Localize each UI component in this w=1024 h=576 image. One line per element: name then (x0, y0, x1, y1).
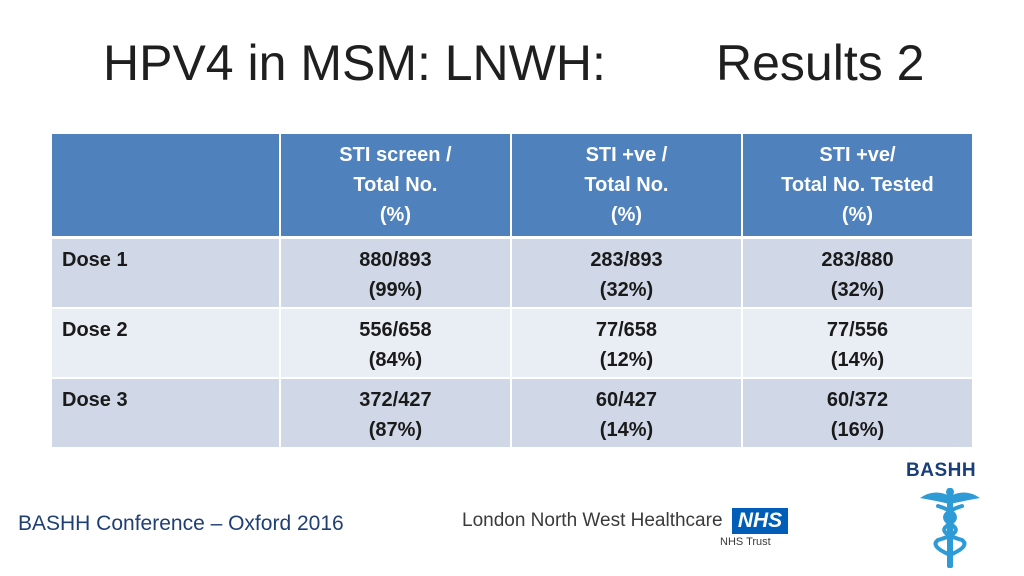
footer-conference-text: BASHH Conference – Oxford 2016 (18, 512, 344, 535)
header-line: STI screen / (339, 144, 452, 166)
header-cell-sti-positive: STI +ve / Total No. (%) (511, 134, 743, 239)
cell-percent: (16%) (830, 419, 885, 441)
header-cell-sti-positive-tested: STI +ve/ Total No. Tested (%) (742, 134, 972, 239)
cell-value: 283/880 (821, 249, 894, 271)
cell-value: 77/556 (826, 319, 889, 341)
lnwh-logo: London North West Healthcare NHS NHS Tru… (462, 506, 792, 552)
table-row: Dose 3 372/427 (87%) 60/427 (14%) 60/372… (52, 379, 972, 449)
results-table: STI screen / Total No. (%) STI +ve / Tot… (52, 134, 972, 449)
table-cell: 372/427 (87%) (280, 379, 512, 449)
slide-title: HPV4 in MSM: LNWH: (103, 35, 606, 91)
header-line: Total No. (353, 174, 438, 196)
nhs-logo: NHS (732, 508, 788, 534)
cell-percent: (84%) (368, 349, 423, 371)
bashh-wordmark: BASHH (906, 460, 977, 481)
table-cell: 60/427 (14%) (511, 379, 743, 449)
cell-percent: (32%) (599, 279, 654, 301)
row-label-dose-2: Dose 2 (52, 309, 281, 379)
table-cell: 880/893 (99%) (280, 239, 512, 309)
table-row: Dose 1 880/893 (99%) 283/893 (32%) 283/8… (52, 239, 972, 309)
cell-percent: (99%) (368, 279, 423, 301)
table-cell: 556/658 (84%) (280, 309, 512, 379)
row-label-dose-1: Dose 1 (52, 239, 281, 309)
cell-value: 60/372 (826, 389, 889, 411)
lnwh-name: London North West Healthcare (462, 510, 723, 531)
table-header-row: STI screen / Total No. (%) STI +ve / Tot… (52, 134, 972, 239)
header-line: STI +ve / (585, 144, 668, 166)
cell-percent: (14%) (599, 419, 654, 441)
header-cell-sti-screen: STI screen / Total No. (%) (280, 134, 512, 239)
cell-value: 556/658 (359, 319, 432, 341)
row-label-dose-3: Dose 3 (52, 379, 281, 449)
cell-percent: (12%) (599, 349, 654, 371)
cell-value: 283/893 (590, 249, 663, 271)
bashh-logo: BASHH (902, 460, 998, 570)
table-cell: 283/880 (32%) (742, 239, 972, 309)
header-line: (%) (610, 204, 643, 226)
table-row: Dose 2 556/658 (84%) 77/658 (12%) 77/556… (52, 309, 972, 379)
table-cell: 77/556 (14%) (742, 309, 972, 379)
cell-value: 372/427 (359, 389, 432, 411)
cell-value: 60/427 (595, 389, 658, 411)
table-cell: 77/658 (12%) (511, 309, 743, 379)
cell-value: 880/893 (359, 249, 432, 271)
table-cell: 60/372 (16%) (742, 379, 972, 449)
caduceus-icon (920, 488, 980, 568)
nhs-trust-label: NHS Trust (720, 536, 771, 548)
cell-percent: (32%) (830, 279, 885, 301)
table-cell: 283/893 (32%) (511, 239, 743, 309)
slide-title-results: Results 2 (716, 35, 925, 91)
cell-value: 77/658 (595, 319, 658, 341)
header-line: (%) (841, 204, 874, 226)
header-line: STI +ve/ (819, 144, 896, 166)
header-line: Total No. Tested (781, 174, 934, 196)
cell-percent: (14%) (830, 349, 885, 371)
header-line: Total No. (584, 174, 669, 196)
header-line: (%) (379, 204, 411, 226)
header-cell-empty (52, 134, 281, 239)
cell-percent: (87%) (368, 419, 423, 441)
